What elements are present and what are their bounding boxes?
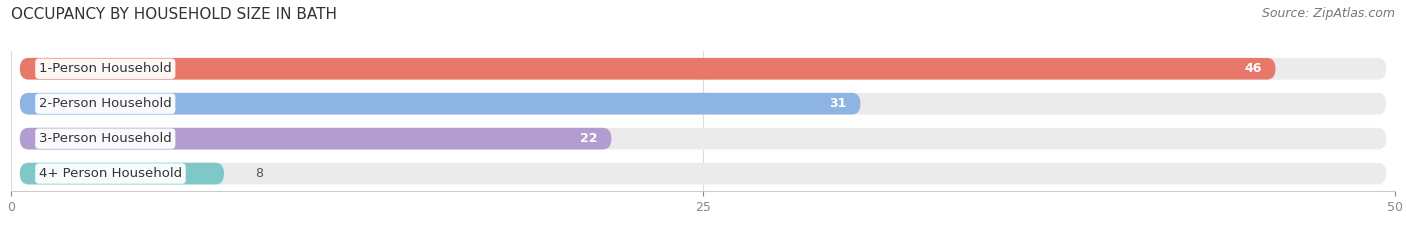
FancyBboxPatch shape — [20, 163, 1386, 185]
FancyBboxPatch shape — [20, 93, 1386, 115]
FancyBboxPatch shape — [20, 128, 612, 150]
FancyBboxPatch shape — [20, 163, 224, 185]
Text: 22: 22 — [581, 132, 598, 145]
Text: Source: ZipAtlas.com: Source: ZipAtlas.com — [1261, 7, 1395, 20]
Text: 2-Person Household: 2-Person Household — [39, 97, 172, 110]
Text: 46: 46 — [1244, 62, 1263, 75]
Text: 31: 31 — [830, 97, 846, 110]
Text: 8: 8 — [254, 167, 263, 180]
FancyBboxPatch shape — [20, 58, 1275, 80]
Text: 4+ Person Household: 4+ Person Household — [39, 167, 181, 180]
FancyBboxPatch shape — [20, 58, 1386, 80]
FancyBboxPatch shape — [20, 93, 860, 115]
Text: 1-Person Household: 1-Person Household — [39, 62, 172, 75]
Text: OCCUPANCY BY HOUSEHOLD SIZE IN BATH: OCCUPANCY BY HOUSEHOLD SIZE IN BATH — [11, 7, 337, 22]
Text: 3-Person Household: 3-Person Household — [39, 132, 172, 145]
FancyBboxPatch shape — [20, 128, 1386, 150]
